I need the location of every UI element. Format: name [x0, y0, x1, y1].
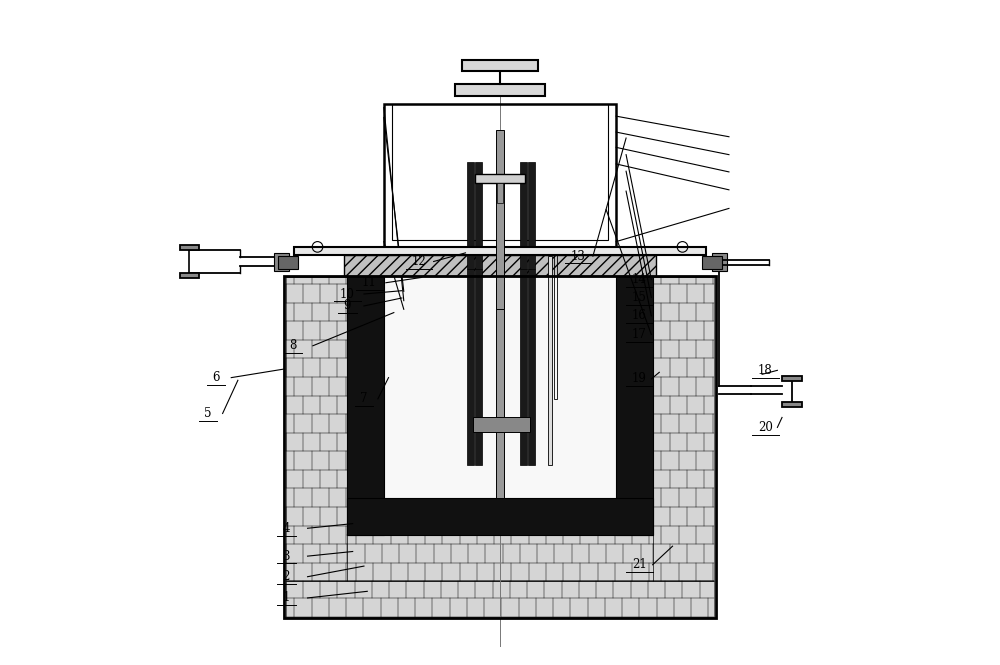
Bar [347, 276, 653, 535]
Bar [180, 245, 199, 249]
Bar [475, 269, 482, 466]
Text: 11: 11 [362, 276, 377, 289]
Bar [384, 276, 616, 498]
Bar [392, 104, 608, 240]
Bar [616, 276, 653, 535]
Bar [284, 276, 716, 618]
Bar [274, 253, 289, 271]
Bar [702, 256, 722, 269]
Bar [548, 256, 552, 466]
Bar [286, 277, 347, 581]
Bar [384, 104, 616, 247]
Bar [467, 162, 474, 269]
Bar [496, 130, 504, 309]
Bar [467, 269, 474, 466]
Bar [347, 276, 384, 535]
Bar [455, 84, 545, 96]
Text: 21: 21 [632, 558, 647, 571]
Text: 18: 18 [758, 364, 773, 377]
Text: 9: 9 [344, 299, 351, 313]
Bar [712, 253, 727, 271]
Bar [497, 183, 503, 203]
Text: 16: 16 [632, 309, 647, 323]
Text: 2: 2 [283, 570, 290, 583]
Bar [528, 269, 535, 466]
Text: 14: 14 [632, 273, 647, 286]
Bar [347, 498, 653, 535]
Text: 3: 3 [283, 550, 290, 563]
Bar [278, 256, 298, 269]
Bar [347, 535, 653, 581]
Bar [782, 402, 802, 407]
Text: 12: 12 [412, 255, 426, 268]
Bar [496, 283, 504, 498]
Bar [520, 162, 527, 269]
Bar [286, 581, 714, 616]
Text: 20: 20 [758, 421, 773, 434]
Text: 15: 15 [632, 291, 647, 304]
Bar [344, 255, 656, 276]
Bar [180, 273, 199, 278]
Text: 5: 5 [204, 407, 212, 420]
Bar [294, 247, 706, 255]
Bar [782, 376, 802, 381]
Text: 10: 10 [340, 287, 355, 301]
Text: 6: 6 [212, 371, 220, 384]
Text: 7: 7 [360, 392, 368, 406]
Text: 4: 4 [283, 522, 290, 535]
Bar [653, 277, 714, 581]
Bar [528, 162, 535, 269]
Bar [473, 417, 530, 432]
Text: 13: 13 [571, 249, 586, 263]
Bar [554, 253, 557, 399]
Text: 19: 19 [632, 372, 647, 386]
Bar [462, 61, 538, 71]
Bar [520, 269, 527, 466]
Bar [475, 162, 482, 269]
Text: 17: 17 [632, 328, 647, 341]
Bar [475, 174, 525, 183]
Text: 1: 1 [283, 591, 290, 604]
Text: 8: 8 [289, 339, 297, 352]
